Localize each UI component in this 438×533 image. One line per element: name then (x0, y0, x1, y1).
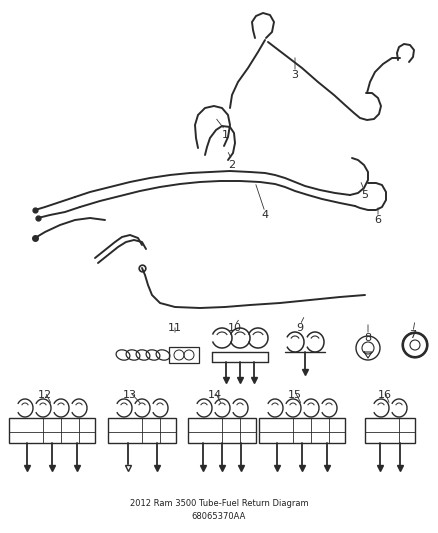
Text: 8: 8 (364, 333, 371, 343)
Text: 16: 16 (378, 390, 392, 400)
Bar (188, 418, 256, 443)
Text: 4: 4 (261, 210, 268, 220)
Bar (365, 418, 415, 443)
Text: 1: 1 (222, 130, 229, 140)
Bar (9, 418, 95, 443)
Text: 12: 12 (38, 390, 52, 400)
Bar (169, 347, 199, 363)
Text: 15: 15 (288, 390, 302, 400)
Text: 2012 Ram 3500 Tube-Fuel Return Diagram
68065370AA: 2012 Ram 3500 Tube-Fuel Return Diagram 6… (130, 499, 308, 521)
Text: 13: 13 (123, 390, 137, 400)
Text: 6: 6 (374, 215, 381, 225)
Text: 11: 11 (168, 323, 182, 333)
Bar (259, 418, 345, 443)
Text: 5: 5 (361, 190, 368, 200)
Text: 9: 9 (297, 323, 304, 333)
Text: 14: 14 (208, 390, 222, 400)
Text: 10: 10 (228, 323, 242, 333)
Text: 3: 3 (292, 70, 299, 80)
Text: 7: 7 (410, 330, 417, 340)
Bar (108, 418, 176, 443)
Text: 2: 2 (229, 160, 236, 170)
